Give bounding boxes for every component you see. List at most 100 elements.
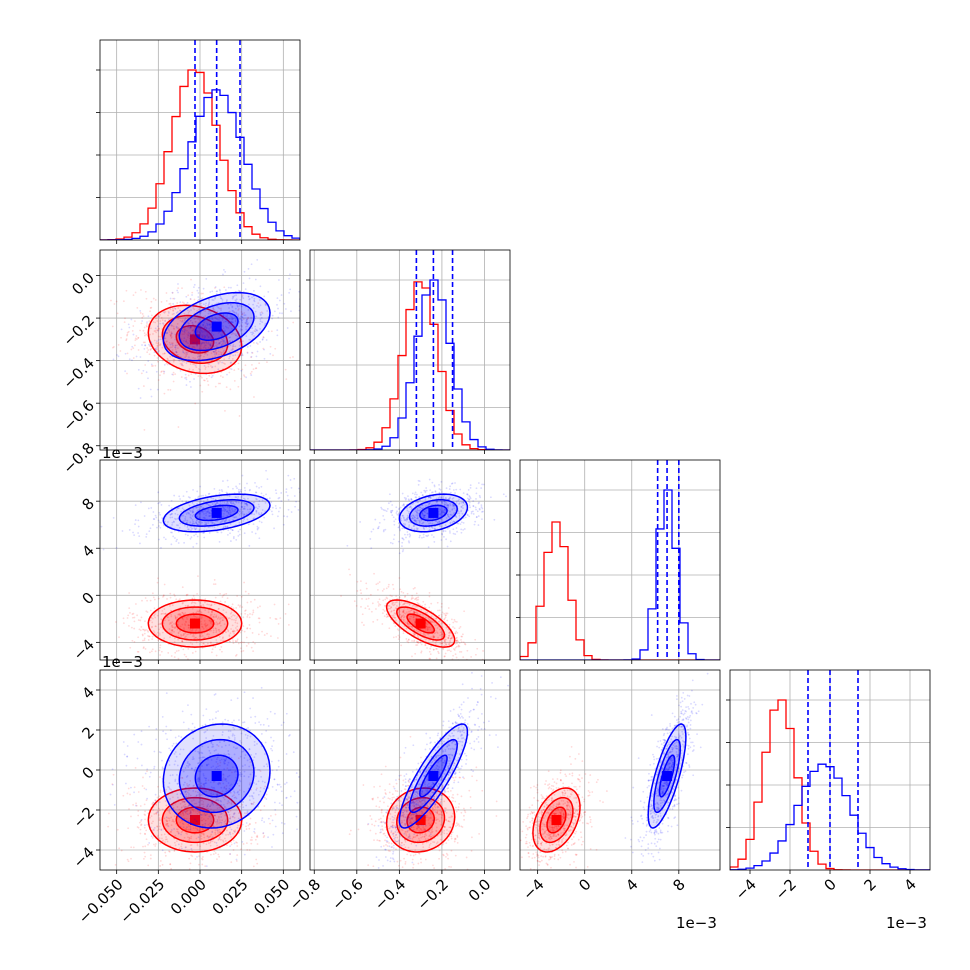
sample-point <box>217 362 220 365</box>
sample-point <box>414 652 417 655</box>
sample-point <box>161 808 164 811</box>
sample-point <box>199 845 202 848</box>
sample-point <box>462 656 465 659</box>
sample-point <box>204 347 207 350</box>
sample-point <box>224 526 227 529</box>
sample-point <box>241 321 244 324</box>
sample-point <box>143 326 146 329</box>
sample-point <box>117 343 120 346</box>
sample-point <box>422 516 425 519</box>
sample-point <box>448 643 451 645</box>
sample-point <box>265 469 267 472</box>
sample-point <box>168 811 171 813</box>
sample-point <box>186 593 189 596</box>
sample-point <box>154 321 157 324</box>
sample-point <box>425 504 427 507</box>
sample-point <box>236 284 239 287</box>
sample-point <box>433 484 436 487</box>
sample-point <box>175 351 178 354</box>
sample-point <box>173 849 176 852</box>
sample-point <box>406 509 409 512</box>
sample-point <box>212 809 215 812</box>
sample-point <box>429 496 432 499</box>
sample-point <box>158 795 161 798</box>
sample-point <box>257 526 260 529</box>
sample-point <box>227 513 230 515</box>
sample-point <box>201 342 204 345</box>
sample-point <box>430 621 433 623</box>
sample-point <box>201 828 204 830</box>
sample-point <box>466 514 469 517</box>
sample-point <box>200 612 203 614</box>
sample-point <box>219 813 222 816</box>
sample-point <box>405 611 408 614</box>
sample-point <box>221 338 224 341</box>
sample-point <box>134 766 137 769</box>
sample-point <box>238 482 241 485</box>
sample-point <box>247 317 249 320</box>
sample-point <box>171 604 174 607</box>
sample-point <box>203 636 206 639</box>
sample-point <box>194 351 196 354</box>
sample-point <box>168 623 171 625</box>
sample-point <box>179 630 181 633</box>
sample-point <box>258 520 261 523</box>
sample-point <box>197 375 200 378</box>
sample-point <box>187 342 189 345</box>
sample-point <box>113 303 116 305</box>
sample-point <box>193 283 196 286</box>
sample-point <box>253 598 256 601</box>
sample-point <box>232 629 235 632</box>
sample-point <box>432 635 435 638</box>
sample-point <box>218 630 221 633</box>
sample-point <box>242 649 245 652</box>
sample-point <box>251 331 254 334</box>
sample-point <box>150 341 153 344</box>
sample-point <box>398 552 401 555</box>
sample-point <box>235 617 237 620</box>
sample-point <box>457 522 460 525</box>
sample-point <box>223 526 225 528</box>
sample-point <box>203 341 206 344</box>
sample-point <box>128 607 131 609</box>
sample-point <box>377 588 379 591</box>
sample-point <box>283 515 286 518</box>
sample-point <box>191 322 194 324</box>
sample-point <box>164 337 167 340</box>
sample-point <box>177 635 180 638</box>
sample-point <box>163 372 165 375</box>
sample-point <box>185 351 188 354</box>
sample-point <box>237 642 240 645</box>
sample-point <box>262 336 265 339</box>
sample-point <box>183 801 185 803</box>
sample-point <box>431 621 434 623</box>
sample-point <box>440 480 443 483</box>
sample-point <box>208 531 211 534</box>
sample-point <box>170 543 173 546</box>
sample-point <box>424 490 427 493</box>
sample-point <box>245 828 248 830</box>
sample-point <box>188 512 190 515</box>
sample-point <box>150 650 153 653</box>
sample-point <box>197 308 200 311</box>
sample-point <box>186 810 188 813</box>
sample-point <box>191 601 194 604</box>
sample-point <box>132 333 135 336</box>
sample-point <box>288 277 290 280</box>
sample-point <box>213 613 216 616</box>
sample-point <box>253 501 256 504</box>
sample-point <box>230 615 233 618</box>
sample-point <box>133 344 136 347</box>
sample-point <box>177 632 180 635</box>
sample-point <box>147 349 150 351</box>
sample-point <box>184 805 187 808</box>
sample-point <box>444 643 447 646</box>
sample-point <box>411 503 414 505</box>
sample-point <box>223 623 226 626</box>
sample-point <box>156 796 159 799</box>
sample-point <box>219 382 222 385</box>
sample-point <box>215 502 218 505</box>
sample-point <box>195 366 198 368</box>
sample-point <box>405 497 407 500</box>
sample-point <box>419 632 422 634</box>
